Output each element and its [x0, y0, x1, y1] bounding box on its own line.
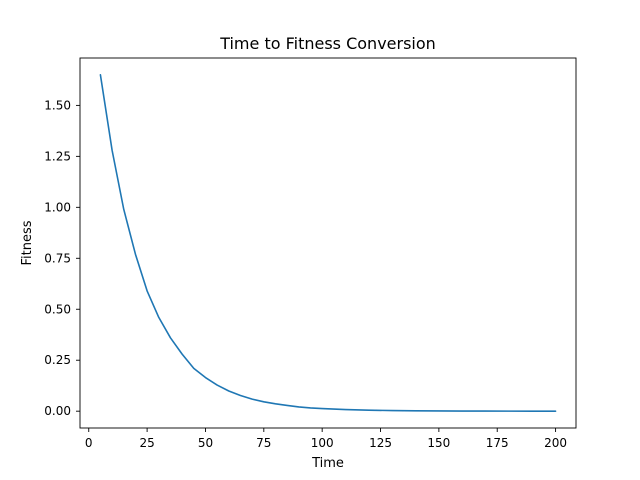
- y-tick-label: 0.75: [44, 251, 71, 265]
- x-tick-label: 175: [486, 436, 509, 450]
- x-tick-label: 75: [256, 436, 271, 450]
- y-axis: 0.00 0.25 0.50 0.75 1.00 1.25 1.50: [44, 98, 80, 418]
- y-tick-label: 1.00: [44, 200, 71, 214]
- x-tick-label: 100: [311, 436, 334, 450]
- y-tick-label: 0.25: [44, 353, 71, 367]
- x-tick-label: 50: [198, 436, 213, 450]
- series-layer: [99, 74, 557, 412]
- x-tick-label: 25: [139, 436, 154, 450]
- y-tick-label: 0.00: [44, 404, 71, 418]
- x-tick-label: 0: [85, 436, 93, 450]
- x-tick-label: 200: [544, 436, 567, 450]
- y-tick-label: 1.25: [44, 149, 71, 163]
- axes-frame: [79, 57, 577, 429]
- y-tick-label: 1.50: [44, 98, 71, 112]
- chart-title: Time to Fitness Conversion: [219, 34, 436, 53]
- x-tick-label: 150: [427, 436, 450, 450]
- plot-area: [80, 58, 576, 428]
- fitness-series-line: [99, 74, 557, 412]
- y-tick-label: 0.50: [44, 302, 71, 316]
- x-axis: 0 25 50 75 100 125 150 175 200: [85, 428, 567, 450]
- x-tick-label: 125: [369, 436, 392, 450]
- x-axis-label: Time: [311, 456, 344, 471]
- y-axis-label: Fitness: [20, 220, 35, 265]
